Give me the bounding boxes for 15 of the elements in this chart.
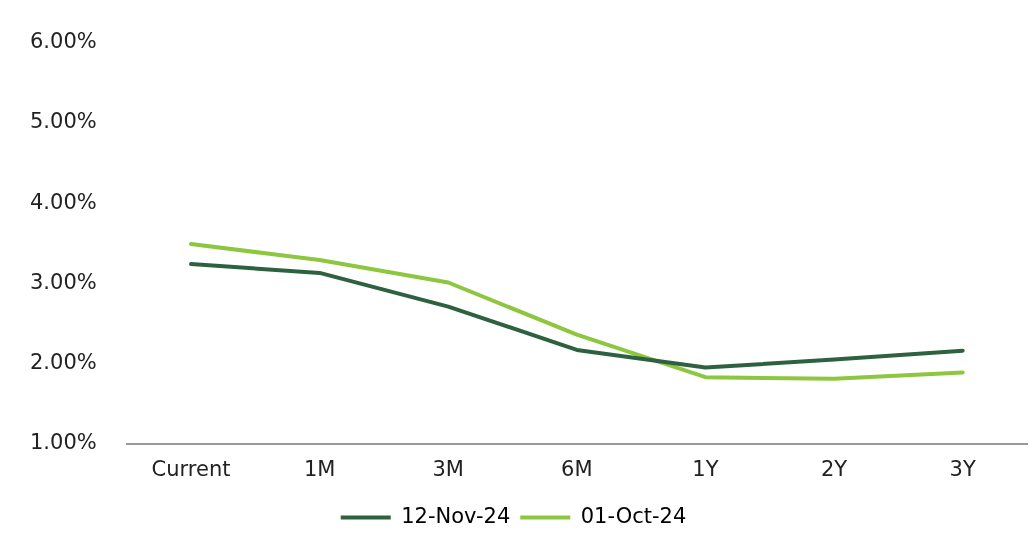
x-tick-label: 3M xyxy=(432,456,464,481)
x-tick-label: 2Y xyxy=(820,456,848,481)
y-tick-label: 4.00% xyxy=(29,189,97,214)
y-tick-label: 6.00% xyxy=(29,29,97,54)
legend-label: 01-Oct-24 xyxy=(580,503,687,528)
y-tick-label: 1.00% xyxy=(29,430,97,455)
x-tick-label: 1Y xyxy=(692,456,719,481)
y-tick-label: 2.00% xyxy=(29,350,97,375)
x-tick-label: Current xyxy=(151,456,231,481)
x-tick-label: 1M xyxy=(303,456,336,481)
y-tick-label: 3.00% xyxy=(29,269,97,294)
x-tick-label: 6M xyxy=(561,456,593,481)
y-tick-label: 5.00% xyxy=(29,109,97,134)
x-tick-label: 3Y xyxy=(949,456,976,481)
legend-label: 12-Nov-24 xyxy=(401,503,511,528)
